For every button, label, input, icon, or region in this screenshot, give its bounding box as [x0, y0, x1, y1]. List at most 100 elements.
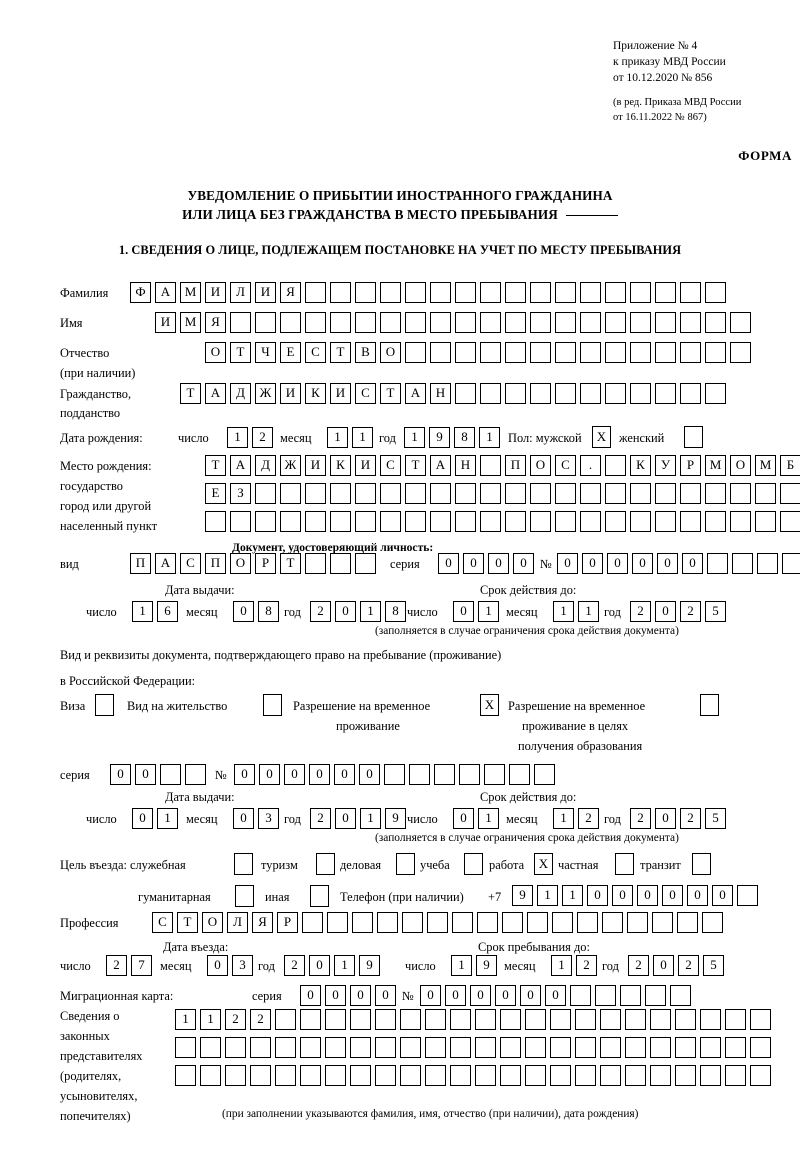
char-cell[interactable]	[500, 1065, 521, 1086]
purpose-study-checkbox[interactable]	[464, 853, 483, 875]
char-cell[interactable]	[505, 483, 526, 504]
char-cell[interactable]: 2	[284, 955, 305, 976]
char-cell[interactable]	[605, 282, 626, 303]
char-cell[interactable]	[575, 1065, 596, 1086]
char-cell[interactable]	[552, 912, 573, 933]
char-cell[interactable]: 1	[478, 808, 499, 829]
char-cell[interactable]: 1	[334, 955, 355, 976]
char-cell[interactable]	[600, 1037, 621, 1058]
char-cell[interactable]: А	[205, 383, 226, 404]
char-cell[interactable]	[375, 1065, 396, 1086]
char-cell[interactable]	[630, 483, 651, 504]
char-cell[interactable]: 2	[578, 808, 599, 829]
char-cell[interactable]	[305, 511, 326, 532]
char-cell[interactable]: И	[330, 383, 351, 404]
char-cell[interactable]: Д	[230, 383, 251, 404]
char-cell[interactable]	[555, 342, 576, 363]
char-cell[interactable]	[500, 1009, 521, 1030]
char-cell[interactable]	[555, 312, 576, 333]
char-cell[interactable]: 0	[335, 601, 356, 622]
char-cell[interactable]	[630, 342, 651, 363]
char-cell[interactable]: 1	[360, 808, 381, 829]
char-cell[interactable]	[330, 282, 351, 303]
char-cell[interactable]	[200, 1065, 221, 1086]
char-cell[interactable]	[505, 342, 526, 363]
char-cell[interactable]	[305, 483, 326, 504]
char-cell[interactable]	[605, 342, 626, 363]
char-cell[interactable]: Я	[252, 912, 273, 933]
char-cell[interactable]: Е	[280, 342, 301, 363]
char-cell[interactable]	[430, 282, 451, 303]
char-cell[interactable]	[475, 1037, 496, 1058]
char-cell[interactable]	[680, 383, 701, 404]
char-cell[interactable]	[650, 1009, 671, 1030]
char-cell[interactable]	[455, 483, 476, 504]
char-cell[interactable]	[455, 383, 476, 404]
char-cell[interactable]	[534, 764, 555, 785]
char-cell[interactable]	[502, 912, 523, 933]
char-cell[interactable]	[577, 912, 598, 933]
char-cell[interactable]: 2	[310, 808, 331, 829]
char-cell[interactable]: 1	[132, 601, 153, 622]
char-cell[interactable]	[530, 312, 551, 333]
char-cell[interactable]	[525, 1037, 546, 1058]
char-cell[interactable]: Я	[205, 312, 226, 333]
char-cell[interactable]	[630, 511, 651, 532]
char-cell[interactable]: 0	[662, 885, 683, 906]
char-cell[interactable]	[555, 282, 576, 303]
char-cell[interactable]	[355, 483, 376, 504]
char-cell[interactable]	[625, 1009, 646, 1030]
char-cell[interactable]	[434, 764, 455, 785]
char-cell[interactable]	[737, 885, 758, 906]
char-cell[interactable]: 1	[451, 955, 472, 976]
char-cell[interactable]: 9	[359, 955, 380, 976]
char-cell[interactable]	[655, 342, 676, 363]
char-cell[interactable]: 5	[705, 808, 726, 829]
char-cell[interactable]	[670, 985, 691, 1006]
char-cell[interactable]	[700, 1009, 721, 1030]
char-cell[interactable]	[305, 553, 326, 574]
sex-female-checkbox[interactable]	[684, 426, 703, 448]
char-cell[interactable]: С	[555, 455, 576, 476]
char-cell[interactable]	[725, 1065, 746, 1086]
char-cell[interactable]: 9	[385, 808, 406, 829]
char-cell[interactable]: Р	[277, 912, 298, 933]
char-cell[interactable]	[459, 764, 480, 785]
char-cell[interactable]	[550, 1037, 571, 1058]
char-cell[interactable]	[377, 912, 398, 933]
char-cell[interactable]	[555, 383, 576, 404]
char-cell[interactable]	[530, 511, 551, 532]
char-cell[interactable]	[275, 1009, 296, 1030]
legal-rep-grid-row2[interactable]	[175, 1037, 771, 1058]
char-cell[interactable]	[350, 1065, 371, 1086]
char-cell[interactable]	[605, 483, 626, 504]
char-cell[interactable]	[705, 342, 726, 363]
char-cell[interactable]	[250, 1037, 271, 1058]
char-cell[interactable]	[527, 912, 548, 933]
purpose-official-checkbox[interactable]	[234, 853, 253, 875]
char-cell[interactable]: 1	[537, 885, 558, 906]
char-cell[interactable]	[782, 553, 800, 574]
char-cell[interactable]	[680, 511, 701, 532]
char-cell[interactable]: 8	[258, 601, 279, 622]
temp-edu-checkbox[interactable]	[700, 694, 719, 716]
char-cell[interactable]	[550, 1065, 571, 1086]
char-cell[interactable]	[605, 312, 626, 333]
char-cell[interactable]: 2	[106, 955, 127, 976]
char-cell[interactable]: 1	[479, 427, 500, 448]
legal-rep-grid-row3[interactable]	[175, 1065, 771, 1086]
char-cell[interactable]: 2	[630, 808, 651, 829]
char-cell[interactable]	[450, 1065, 471, 1086]
char-cell[interactable]	[400, 1037, 421, 1058]
